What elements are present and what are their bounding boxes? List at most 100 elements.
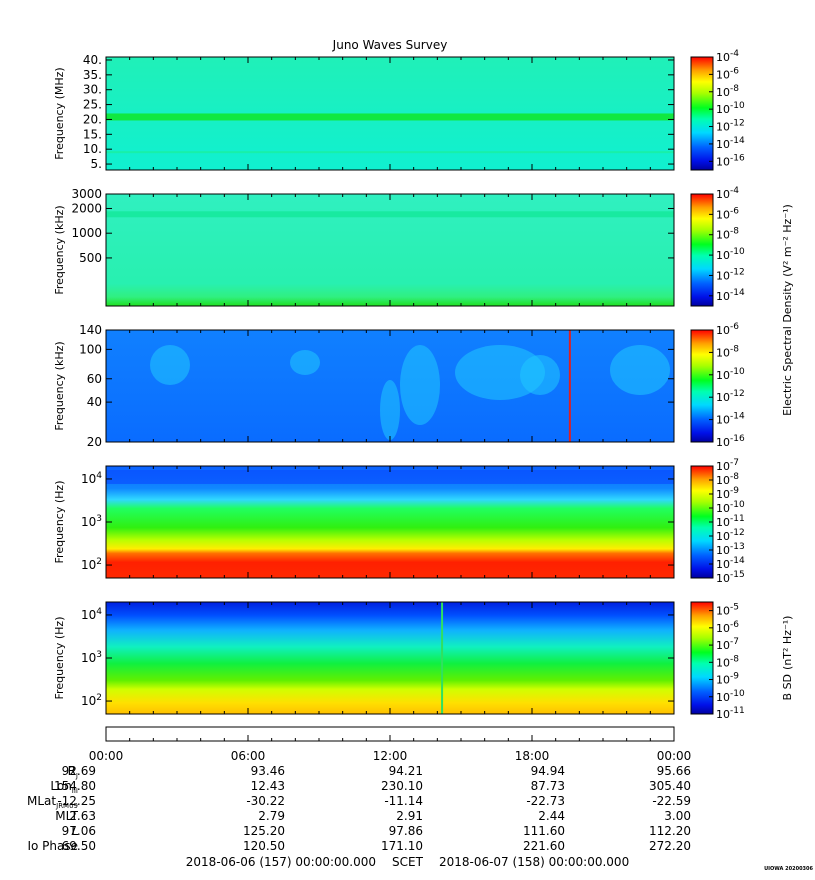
colorbar-label-text: Electric Spectral Density bbox=[781, 280, 794, 415]
time-label: 00:00 bbox=[89, 749, 124, 763]
y-tick-label: 40 bbox=[87, 395, 102, 409]
ephemeris-value: 305.40 bbox=[649, 779, 691, 793]
ephemeris-value: 2.91 bbox=[396, 809, 423, 823]
y-axis-label: Frequency (Hz) bbox=[53, 481, 66, 564]
y-tick-label: 103 bbox=[81, 514, 102, 529]
y-tick-label: 15. bbox=[83, 127, 102, 141]
colorbar-tick-label: 10-16 bbox=[716, 434, 745, 449]
ephemeris-value: -22.73 bbox=[526, 794, 565, 808]
ephemeris-value: 272.20 bbox=[649, 839, 691, 853]
footer-center: SCET bbox=[392, 855, 423, 869]
colorbar-unit-text: (V² m⁻² Hz⁻¹) bbox=[781, 204, 794, 277]
colorbar-tick-label: 10-4 bbox=[716, 186, 739, 201]
colorbar-tick-label: 10-14 bbox=[716, 288, 745, 303]
spectrogram-hz-e bbox=[106, 466, 674, 578]
time-label: 18:00 bbox=[515, 749, 550, 763]
y-tick-label: 102 bbox=[81, 693, 102, 708]
y-tick-label: 5. bbox=[91, 157, 102, 171]
uiowa-stamp: UIOWA 20200306 bbox=[764, 866, 813, 872]
ephemeris-value: 120.50 bbox=[243, 839, 285, 853]
ephemeris-value: -12.25 bbox=[57, 794, 96, 808]
quiet-band bbox=[106, 470, 674, 484]
colorbar-tick-label: 10-8 bbox=[716, 227, 739, 242]
time-axis-strip: 00:00 06:00 12:00 18:00 00:00 bbox=[89, 726, 692, 763]
colorbar-tick-label: 10-10 bbox=[716, 101, 745, 116]
ephemeris-value: 2.79 bbox=[258, 809, 285, 823]
footer-start: 2018-06-06 (157) 00:00:00.000 bbox=[185, 855, 377, 869]
spectrogram-hz-b bbox=[106, 602, 674, 714]
footer-end: 2018-06-07 (158) 00:00:00.000 bbox=[438, 855, 630, 869]
ephemeris-value: 93.46 bbox=[251, 764, 285, 778]
colorbar-tick-label: 10-7 bbox=[716, 637, 739, 652]
emission-band bbox=[106, 113, 674, 121]
colorbar-tick-label: 10-6 bbox=[716, 66, 739, 81]
colorbar-tick-label: 10-12 bbox=[716, 389, 745, 404]
panel-khz-low: 140 100 60 40 20 Frequency (kHz) 10-6 10-8 10-10… bbox=[53, 322, 745, 449]
ephemeris-value: 2.44 bbox=[538, 809, 565, 823]
y-tick-label: 500 bbox=[79, 251, 102, 265]
colorbar-tick-label: 10-9 bbox=[716, 486, 739, 501]
colorbar-tick-label: 10-8 bbox=[716, 344, 739, 359]
y-axis-label: Frequency (kHz) bbox=[53, 205, 66, 294]
emission-band bbox=[106, 211, 674, 218]
colorbar bbox=[690, 329, 714, 443]
colorbar-tick-label: 10-15 bbox=[716, 570, 745, 585]
y-tick-label: 35. bbox=[83, 68, 102, 82]
colorbar-tick-label: 10-9 bbox=[716, 672, 739, 687]
colorbar-tick-label: 10-8 bbox=[716, 472, 739, 487]
spectrogram-khz-high bbox=[106, 194, 674, 306]
time-label: 00:00 bbox=[657, 749, 692, 763]
ephemeris-label: MLatJRM09 bbox=[27, 794, 78, 810]
y-axis-label: Frequency (Hz) bbox=[53, 617, 66, 700]
ephemeris-value: 111.60 bbox=[523, 824, 565, 838]
colorbar-tick-label: 10-8 bbox=[716, 84, 739, 99]
ephemeris-value: -30.22 bbox=[246, 794, 285, 808]
ephemeris-value: 97.86 bbox=[389, 824, 423, 838]
y-tick-label: 100 bbox=[79, 342, 102, 356]
ephemeris-value: 92.69 bbox=[62, 764, 96, 778]
ephemeris-value: 87.73 bbox=[531, 779, 565, 793]
y-tick-label: 20 bbox=[87, 435, 102, 449]
colorbar-tick-label: 10-12 bbox=[716, 528, 745, 543]
ephemeris-value: 95.66 bbox=[657, 764, 691, 778]
colorbar-tick-label: 10-12 bbox=[716, 267, 745, 282]
colorbar-tick-label: 10-11 bbox=[716, 514, 745, 529]
colorbar-tick-label: 10-10 bbox=[716, 367, 745, 382]
y-tick-label: 2000 bbox=[71, 201, 102, 215]
colorbar bbox=[690, 601, 714, 715]
impulsive-spike bbox=[441, 602, 444, 714]
emission-line bbox=[106, 151, 674, 154]
colorbar-tick-label: 10-11 bbox=[716, 706, 745, 721]
colorbar-tick-label: 10-6 bbox=[716, 206, 739, 221]
ephemeris-label: L bbox=[71, 824, 78, 838]
y-axis-label: Frequency (kHz) bbox=[53, 341, 66, 430]
time-label: 06:00 bbox=[231, 749, 266, 763]
emission-patch bbox=[520, 355, 560, 395]
ephemeris-value: -11.14 bbox=[384, 794, 423, 808]
colorbar-tick-label: 10-16 bbox=[716, 153, 745, 168]
emission-patch bbox=[290, 350, 320, 375]
emission-patch bbox=[150, 345, 190, 385]
panel-mhz: 40.35.30.25.20.15.10.5. Frequency (MHz) 10… bbox=[53, 49, 745, 171]
ephemeris-label: RJ bbox=[68, 764, 78, 780]
ephemeris-value: 94.21 bbox=[389, 764, 423, 778]
ephemeris-value: -22.59 bbox=[652, 794, 691, 808]
y-tick-label: 3000 bbox=[71, 187, 102, 201]
y-tick-label: 1000 bbox=[71, 226, 102, 240]
colorbar-tick-label: 10-14 bbox=[716, 136, 745, 151]
colorbar-tick-label: 10-4 bbox=[716, 49, 739, 64]
colorbar-tick-label: 10-10 bbox=[716, 689, 745, 704]
y-tick-label: 103 bbox=[81, 650, 102, 665]
emission-patch bbox=[400, 345, 440, 425]
ephemeris-label: Io Phase bbox=[27, 839, 78, 853]
ephemeris-value: 3.00 bbox=[664, 809, 691, 823]
colorbar-shared-label: Electric Spectral Density (V² m⁻² Hz⁻¹) bbox=[781, 204, 794, 416]
scet-footer: 2018-06-06 (157) 00:00:00.000 SCET 2018-06… bbox=[0, 855, 815, 871]
y-tick-label: 104 bbox=[81, 471, 102, 486]
colorbar-tick-label: 10-6 bbox=[716, 322, 739, 337]
chart-title: Juno Waves Survey bbox=[332, 38, 448, 52]
colorbar bbox=[690, 56, 714, 171]
